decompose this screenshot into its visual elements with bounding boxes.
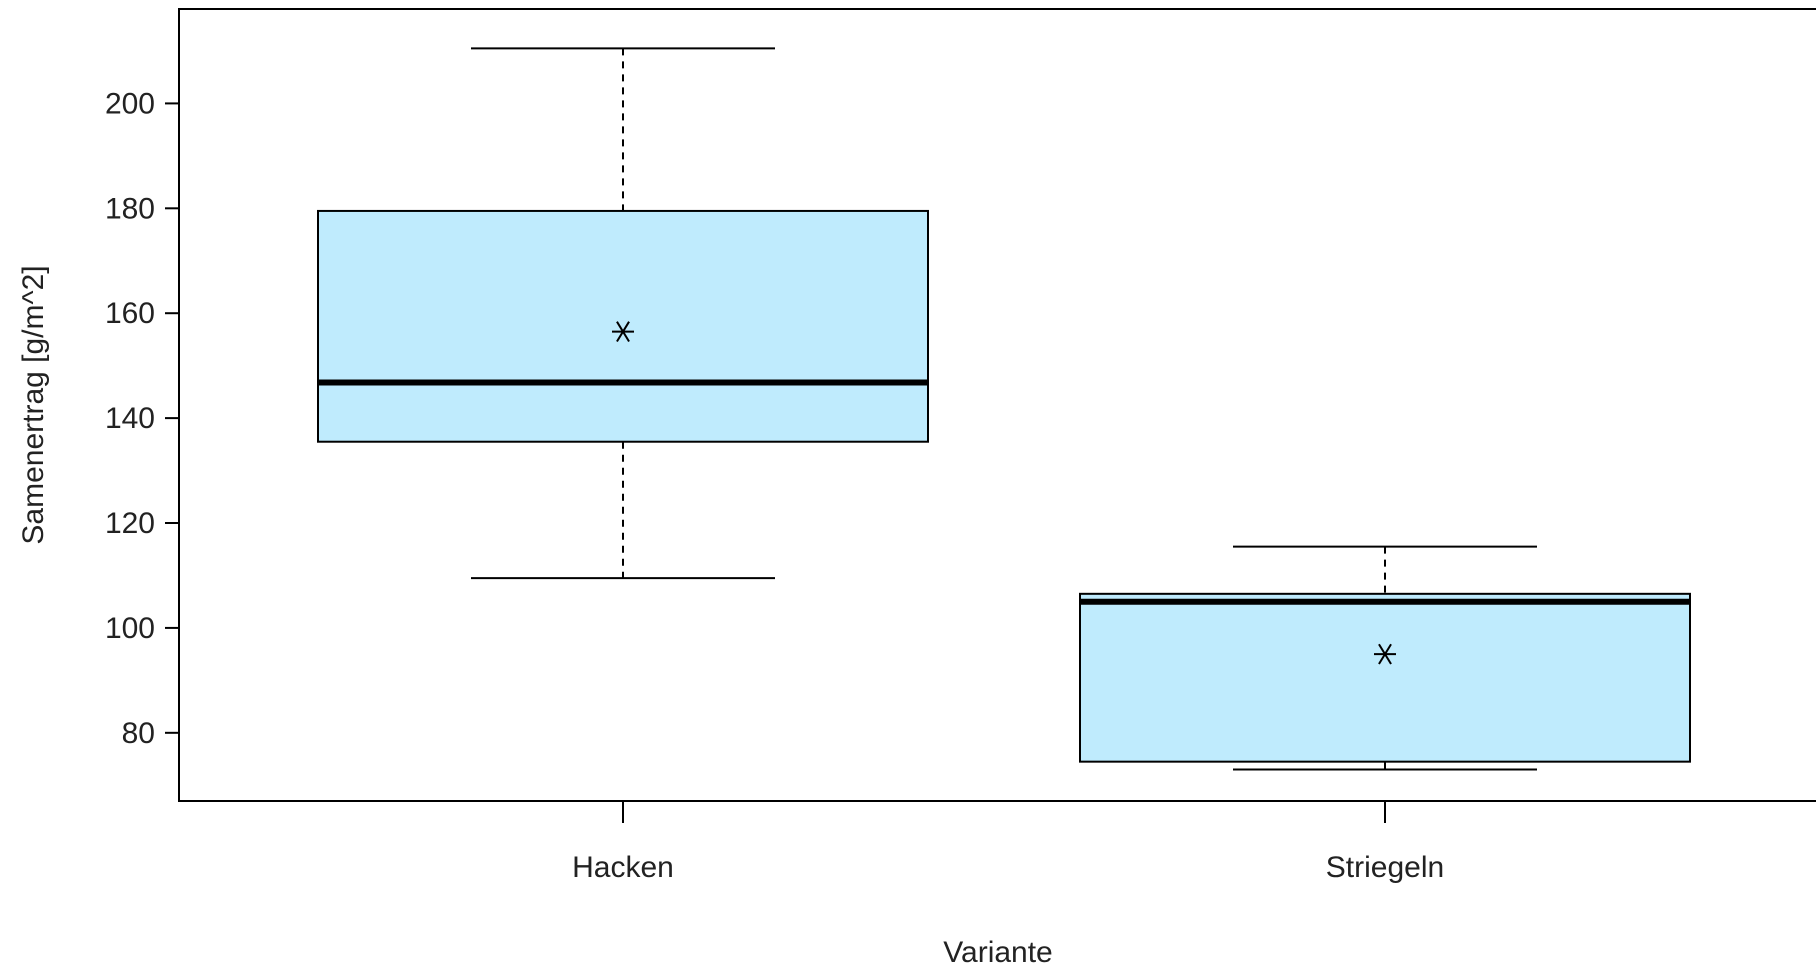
plot-frame	[178, 8, 1816, 802]
x-axis: Hacken Striegeln	[572, 801, 1444, 884]
box-striegeln	[1079, 545, 1691, 771]
mean-marker	[612, 321, 634, 342]
y-tick-label: 200	[105, 87, 155, 120]
mean-marker-stroke	[1378, 643, 1392, 665]
y-tick-label: 120	[105, 507, 155, 540]
y-tick-label: 160	[105, 297, 155, 330]
x-tick-label: Striegeln	[1326, 851, 1444, 884]
y-axis-title: Samenertrag [g/m^2]	[17, 265, 50, 544]
x-axis-title: Variante	[943, 936, 1053, 969]
y-axis: 80 100 120 140 160 180 200	[105, 87, 179, 750]
y-tick-label: 140	[105, 402, 155, 435]
mean-marker-stroke	[616, 321, 630, 342]
box-series	[317, 47, 1691, 771]
interquartile-box	[1079, 592, 1691, 763]
mean-marker	[1374, 643, 1396, 665]
y-tick-label: 80	[122, 717, 155, 750]
y-tick-label: 180	[105, 192, 155, 225]
x-tick-label: Hacken	[572, 851, 674, 884]
interquartile-box	[317, 209, 929, 443]
y-tick-label: 100	[105, 612, 155, 645]
box-hacken	[317, 47, 929, 580]
